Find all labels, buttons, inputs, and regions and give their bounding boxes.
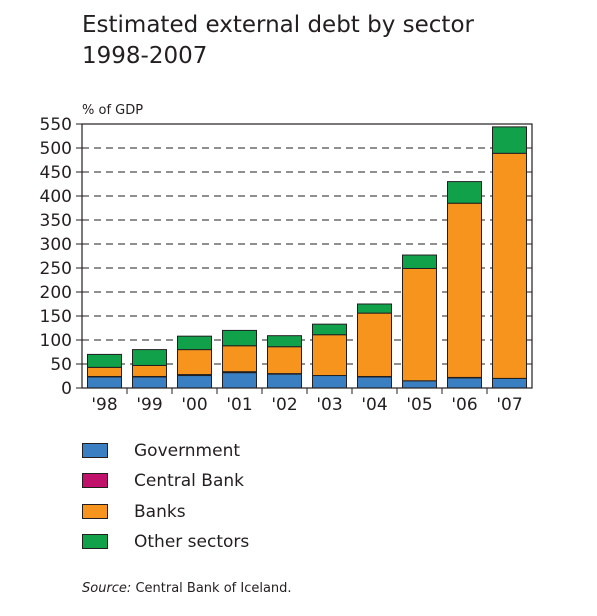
y-tick-label: 300 (40, 235, 72, 255)
bar-segment (267, 335, 302, 348)
x-tick-label: '04 (361, 395, 387, 415)
bar-segment (402, 380, 437, 389)
y-axis-label: % of GDP (82, 103, 143, 118)
bar-segment (177, 349, 212, 376)
y-tick-label: 50 (50, 355, 72, 375)
legend-label-other-sectors: Other sectors (134, 532, 250, 552)
y-tick-label: 450 (40, 163, 72, 183)
x-tick-label: '99 (136, 395, 162, 415)
bar-segment (132, 364, 167, 377)
legend-item-government: Government (82, 440, 382, 462)
x-tick-label: '06 (451, 395, 477, 415)
bar-segment (447, 181, 482, 204)
legend-swatch-other-sectors (82, 534, 108, 549)
y-tick-label: 200 (40, 283, 72, 303)
y-tick-label: 350 (40, 211, 72, 231)
y-tick-label: 0 (61, 379, 72, 399)
bar-segment (312, 323, 347, 336)
bar-segment (87, 376, 122, 389)
bar-segment (492, 152, 527, 379)
chart-title-line-1: Estimated external debt by sector (82, 12, 474, 38)
x-tick-label: '00 (181, 395, 207, 415)
x-tick-label: '98 (91, 395, 117, 415)
bar-segment (447, 202, 482, 378)
y-tick-label: 400 (40, 187, 72, 207)
bar-segment (402, 254, 437, 269)
bar-segment (222, 329, 257, 347)
legend-label-central-bank: Central Bank (134, 471, 245, 491)
legend-swatch-government (82, 443, 108, 458)
bar-segment (222, 345, 257, 373)
source-text: Central Bank of Iceland. (131, 581, 292, 596)
bar-segment (267, 373, 302, 389)
source-note: Source: Central Bank of Iceland. (82, 580, 292, 598)
x-tick-label: '05 (406, 395, 432, 415)
x-tick-label: '07 (496, 395, 522, 415)
x-tick-label: '02 (271, 395, 297, 415)
bar-segment (177, 335, 212, 351)
bar-segment (357, 312, 392, 377)
legend-item-central-bank: Central Bank (82, 470, 382, 492)
bar-segment (177, 375, 212, 389)
bar-segment (492, 126, 527, 154)
legend-label-banks: Banks (134, 502, 186, 522)
x-tick-label: '03 (316, 395, 342, 415)
chart-svg: % of GDP 0 50 100 150 200 250 300 350 400 450 500 55… (40, 103, 533, 415)
bar-segment (132, 349, 167, 366)
bar-segment (87, 366, 122, 377)
legend-item-banks: Banks (82, 501, 382, 523)
chart-title: Estimated external debt by sector 1998-2… (82, 10, 474, 72)
bar-segment (267, 346, 302, 375)
bar-segment (312, 375, 347, 389)
bar-segment (222, 372, 257, 389)
x-tick-label: '01 (226, 395, 252, 415)
y-tick-label: 550 (40, 115, 72, 135)
bar-segment (357, 376, 392, 389)
source-label: Source: (82, 581, 132, 596)
bar-segment (492, 377, 527, 389)
bar-segment (357, 303, 392, 314)
y-tick-label: 500 (40, 139, 72, 159)
bar-segment (132, 376, 167, 389)
legend-item-other-sectors: Other sectors (82, 531, 382, 553)
legend-swatch-banks (82, 504, 108, 519)
bar-segment (402, 267, 437, 382)
chart-title-line-2: 1998-2007 (82, 43, 208, 69)
bar-segment (447, 377, 482, 389)
y-tick-label: 100 (40, 331, 72, 351)
legend-swatch-central-bank (82, 473, 108, 488)
y-tick-label: 150 (40, 307, 72, 327)
bar-segment (312, 334, 347, 377)
y-tick-label: 250 (40, 259, 72, 279)
bar-segment (87, 353, 122, 368)
plot-frame (81, 123, 533, 389)
legend-label-government: Government (134, 441, 241, 461)
